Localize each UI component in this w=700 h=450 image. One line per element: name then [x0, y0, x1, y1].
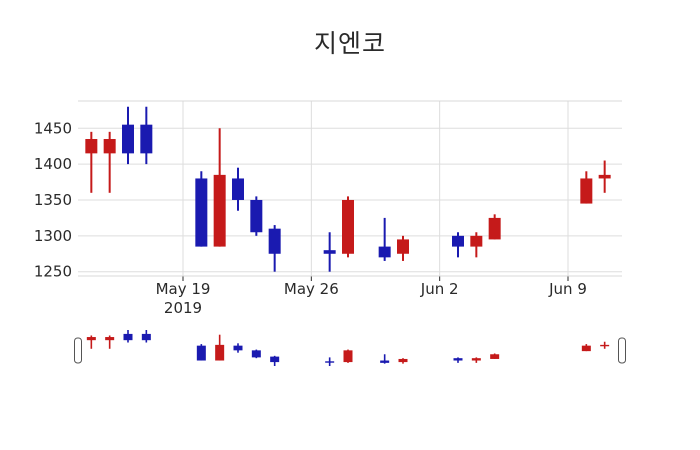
candle-increasing-body[interactable]: [598, 174, 611, 179]
candle-increasing-body[interactable]: [580, 178, 593, 204]
rangeslider-candle-decreasing-body: [453, 358, 463, 361]
rangeslider-candle-increasing-body: [398, 358, 408, 363]
candle-decreasing-body[interactable]: [195, 178, 208, 247]
x-tick-label: Jun 9: [548, 280, 587, 298]
chart-title: 지엔코: [313, 29, 386, 58]
candle-decreasing-body[interactable]: [122, 124, 134, 154]
y-tick-label: 1300: [34, 227, 72, 245]
rangeslider-candle-decreasing-body: [380, 360, 390, 363]
rangeslider-candle-decreasing-body: [141, 333, 151, 341]
rangeslider-candle-decreasing-body: [233, 345, 243, 351]
rangeslider-candle-decreasing-body: [325, 361, 335, 363]
y-tick-label: 1400: [34, 155, 72, 173]
candle-decreasing-body[interactable]: [250, 199, 263, 233]
x-tick-label: Jun 2: [420, 280, 459, 298]
candle-decreasing-body[interactable]: [378, 246, 391, 258]
rangeslider-candle-decreasing-body: [251, 350, 261, 358]
candle-decreasing-body[interactable]: [268, 228, 281, 254]
candle-decreasing-body[interactable]: [452, 235, 464, 247]
rangeslider-candle-increasing-body: [581, 345, 591, 352]
x-tick-year-label: 2019: [164, 299, 202, 317]
rangeslider-candle-decreasing-body: [270, 356, 280, 363]
y-tick-label: 1450: [34, 119, 72, 137]
rangeslider-candle-increasing-body: [471, 358, 481, 361]
candle-increasing-body[interactable]: [397, 239, 409, 254]
rangeslider-candle-decreasing-body: [196, 345, 206, 361]
rangeslider-candle-increasing-body: [600, 344, 610, 347]
rangeslider-candle-increasing-body: [343, 350, 353, 363]
candle-decreasing-body[interactable]: [140, 124, 153, 154]
candle-increasing-body[interactable]: [213, 174, 226, 247]
candle-increasing-body[interactable]: [342, 199, 354, 254]
candle-increasing-body[interactable]: [85, 139, 98, 154]
y-tick-label: 1350: [34, 191, 72, 209]
candle-increasing-body[interactable]: [470, 235, 483, 247]
rangeslider-candle-increasing-body: [86, 337, 96, 341]
rangeslider-candle-increasing-body: [490, 354, 500, 359]
candle-decreasing-body[interactable]: [232, 178, 244, 200]
rangeslider-left-handle[interactable]: [74, 337, 82, 364]
candle-increasing-body[interactable]: [488, 217, 501, 240]
rangeslider-candle-increasing-body: [105, 337, 115, 341]
x-tick-label: May 26: [284, 280, 339, 298]
x-tick-label: May 19: [156, 280, 211, 298]
rangeslider-right-handle[interactable]: [618, 337, 626, 364]
rangeslider-candle-increasing-body: [215, 344, 225, 361]
candle-decreasing-body[interactable]: [323, 250, 336, 254]
candle-increasing-body[interactable]: [103, 139, 116, 154]
rangeslider-candle-decreasing-body: [123, 333, 133, 341]
y-tick-label: 1250: [34, 263, 72, 281]
